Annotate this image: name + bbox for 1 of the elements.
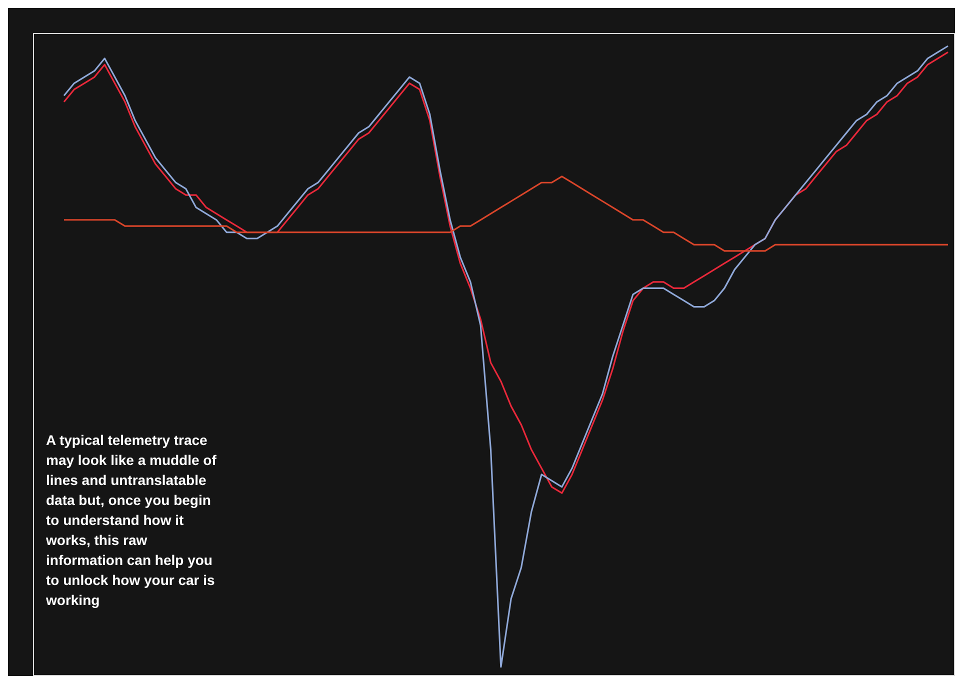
text: A typical telemetry trace may look like a muddle of lines and untranslatable data but, once you begin to understand how it works, this raw information can help you to unlock how your car is working	[46, 432, 216, 608]
